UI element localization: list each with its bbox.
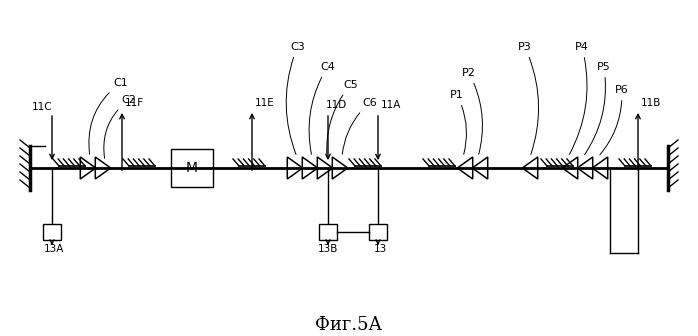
- Bar: [171, 149, 213, 187]
- Text: P5: P5: [584, 62, 611, 155]
- Polygon shape: [457, 157, 473, 179]
- Polygon shape: [332, 157, 348, 179]
- Text: 11A: 11A: [381, 100, 401, 110]
- Text: P1: P1: [450, 90, 466, 154]
- Text: 11F: 11F: [125, 98, 144, 108]
- Text: C5: C5: [327, 80, 358, 154]
- Text: C4: C4: [309, 62, 335, 154]
- Polygon shape: [522, 157, 537, 179]
- Bar: [369, 224, 387, 240]
- Polygon shape: [302, 157, 318, 179]
- Polygon shape: [593, 157, 608, 179]
- Text: C1: C1: [89, 78, 128, 154]
- Text: P4: P4: [570, 42, 589, 155]
- Text: 11D: 11D: [326, 100, 347, 110]
- Polygon shape: [577, 157, 593, 179]
- Bar: [319, 224, 337, 240]
- Text: P6: P6: [600, 85, 629, 155]
- Text: 13B: 13B: [318, 244, 339, 254]
- Text: 11E: 11E: [255, 98, 275, 108]
- Text: P2: P2: [462, 68, 482, 154]
- Polygon shape: [80, 157, 96, 179]
- Text: 13A: 13A: [44, 244, 64, 254]
- Text: C6: C6: [342, 98, 377, 154]
- Text: Фиг.5А: Фиг.5А: [315, 316, 383, 334]
- Text: 11B: 11B: [641, 98, 662, 108]
- Polygon shape: [563, 157, 578, 179]
- Text: C3: C3: [286, 42, 305, 155]
- Polygon shape: [288, 157, 303, 179]
- Text: P3: P3: [518, 42, 539, 154]
- Polygon shape: [473, 157, 488, 179]
- Text: 13: 13: [374, 244, 387, 254]
- Polygon shape: [96, 157, 111, 179]
- Bar: [43, 224, 61, 240]
- Text: 11C: 11C: [32, 102, 52, 112]
- Text: C2: C2: [104, 95, 136, 158]
- Text: M: M: [186, 161, 198, 175]
- Polygon shape: [318, 157, 333, 179]
